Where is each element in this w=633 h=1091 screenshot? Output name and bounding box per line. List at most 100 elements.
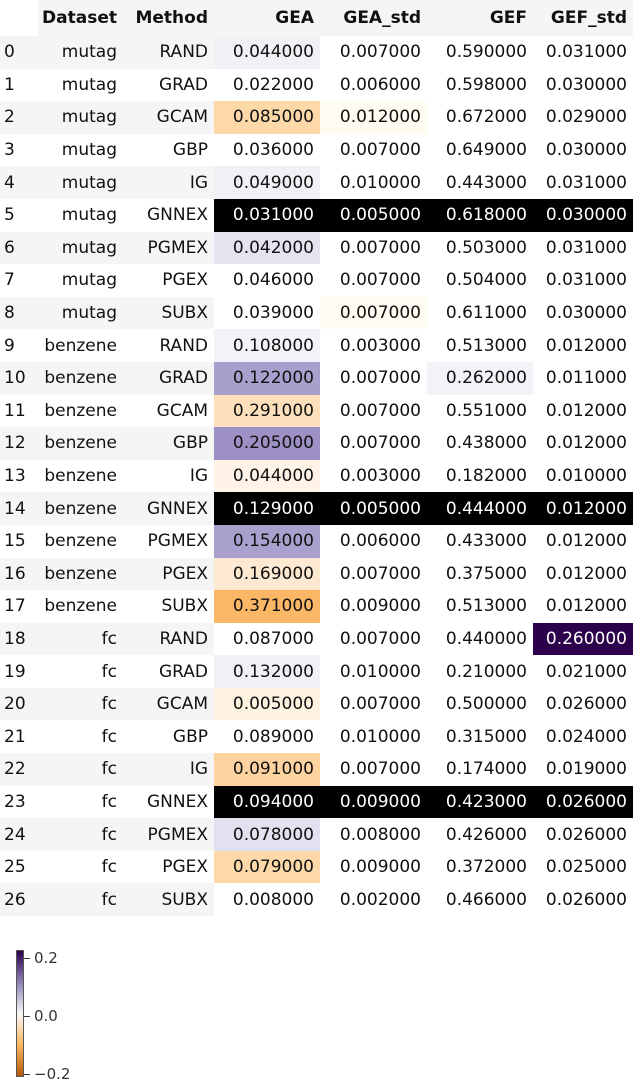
table-row: 1 mutag GRAD 0.022000 0.006000 0.598000 0.0300… <box>0 68 633 102</box>
cell-method: SUBX <box>123 296 214 330</box>
cell-gef-std: 0.260000 <box>533 622 633 656</box>
colorbar-tick-label: −0.2 <box>34 1065 71 1083</box>
cell-method: GBP <box>123 427 214 460</box>
header-index <box>0 0 38 36</box>
cell-dataset: mutag <box>38 101 123 134</box>
cell-dataset: fc <box>38 883 123 917</box>
table-row: 0 mutag RAND 0.044000 0.007000 0.590000 0.0310… <box>0 36 633 69</box>
cell-gef: 0.443000 <box>427 166 533 199</box>
cell-method: GRAD <box>123 655 214 688</box>
cell-gea: 0.046000 <box>214 264 320 297</box>
cell-method: GBP <box>123 133 214 167</box>
cell-gea-std: 0.003000 <box>320 329 427 362</box>
cell-method: SUBX <box>123 590 214 623</box>
cell-gef: 0.182000 <box>427 459 533 493</box>
cell-gea-std: 0.005000 <box>320 492 427 525</box>
cell-gea: 0.044000 <box>214 459 320 493</box>
table-row: 9 benzene RAND 0.108000 0.003000 0.513000 0.01… <box>0 329 633 362</box>
results-table: Dataset Method GEA GEA_std GEF GEF_std 0… <box>0 0 633 917</box>
colorbar-tick <box>24 958 30 959</box>
cell-gef-std: 0.030000 <box>533 68 633 102</box>
cell-gef: 0.210000 <box>427 655 533 688</box>
cell-gef: 0.513000 <box>427 590 533 623</box>
table-row: 8 mutag SUBX 0.039000 0.007000 0.611000 0.0300… <box>0 296 633 330</box>
cell-gea-std: 0.007000 <box>320 427 427 460</box>
cell-gef-std: 0.026000 <box>533 687 633 721</box>
cell-gea: 0.094000 <box>214 785 320 819</box>
cell-index: 6 <box>0 231 38 265</box>
cell-gef: 0.466000 <box>427 883 533 917</box>
cell-gef: 0.372000 <box>427 850 533 884</box>
cell-dataset: fc <box>38 655 123 688</box>
cell-gef-std: 0.030000 <box>533 198 633 232</box>
cell-gef: 0.513000 <box>427 329 533 362</box>
cell-dataset: benzene <box>38 361 123 395</box>
cell-gef-std: 0.011000 <box>533 361 633 395</box>
cell-gea-std: 0.007000 <box>320 687 427 721</box>
table-row: 13 benzene IG 0.044000 0.003000 0.182000 0.010… <box>0 459 633 493</box>
cell-dataset: fc <box>38 753 123 786</box>
cell-dataset: benzene <box>38 459 123 493</box>
cell-gef: 0.649000 <box>427 133 533 167</box>
cell-gef: 0.503000 <box>427 231 533 265</box>
cell-dataset: mutag <box>38 198 123 232</box>
table-row: 5 mutag GNNEX 0.031000 0.005000 0.618000 0.030… <box>0 198 633 232</box>
cell-index: 21 <box>0 720 38 754</box>
cell-index: 24 <box>0 818 38 851</box>
cell-gea: 0.122000 <box>214 361 320 395</box>
cell-method: PGEX <box>123 850 214 884</box>
cell-gef: 0.423000 <box>427 785 533 819</box>
cell-dataset: mutag <box>38 296 123 330</box>
header-gef: GEF <box>427 0 533 36</box>
cell-index: 4 <box>0 166 38 199</box>
table-row: 22 fc IG 0.091000 0.007000 0.174000 0.019000 <box>0 753 633 786</box>
cell-index: 19 <box>0 655 38 688</box>
cell-gef: 0.262000 <box>427 361 533 395</box>
cell-method: IG <box>123 166 214 199</box>
table-row: 4 mutag IG 0.049000 0.010000 0.443000 0.031000 <box>0 166 633 199</box>
cell-gef: 0.611000 <box>427 296 533 330</box>
cell-gef: 0.375000 <box>427 557 533 591</box>
cell-gea-std: 0.010000 <box>320 166 427 199</box>
cell-index: 1 <box>0 68 38 102</box>
cell-gef-std: 0.029000 <box>533 101 633 134</box>
cell-index: 23 <box>0 785 38 819</box>
cell-index: 15 <box>0 524 38 558</box>
cell-gef-std: 0.012000 <box>533 427 633 460</box>
cell-gea: 0.078000 <box>214 818 320 851</box>
colorbar-tick <box>24 1074 30 1075</box>
cell-gef-std: 0.012000 <box>533 557 633 591</box>
cell-dataset: benzene <box>38 394 123 428</box>
cell-gea: 0.031000 <box>214 198 320 232</box>
cell-gea-std: 0.002000 <box>320 883 427 917</box>
cell-gef-std: 0.012000 <box>533 492 633 525</box>
cell-dataset: benzene <box>38 557 123 591</box>
cell-gea-std: 0.007000 <box>320 753 427 786</box>
table-row: 14 benzene GNNEX 0.129000 0.005000 0.444000 0.… <box>0 492 633 525</box>
header-method: Method <box>123 0 214 36</box>
cell-gea: 0.044000 <box>214 36 320 69</box>
cell-gef: 0.174000 <box>427 753 533 786</box>
cell-dataset: fc <box>38 687 123 721</box>
cell-method: GNNEX <box>123 198 214 232</box>
cell-gef-std: 0.031000 <box>533 166 633 199</box>
cell-dataset: fc <box>38 850 123 884</box>
cell-gef: 0.444000 <box>427 492 533 525</box>
cell-gef-std: 0.012000 <box>533 590 633 623</box>
cell-index: 11 <box>0 394 38 428</box>
cell-gea: 0.085000 <box>214 101 320 134</box>
cell-gef-std: 0.012000 <box>533 329 633 362</box>
table-row: 17 benzene SUBX 0.371000 0.009000 0.513000 0.0… <box>0 590 633 623</box>
header-dataset: Dataset <box>38 0 123 36</box>
cell-method: SUBX <box>123 883 214 917</box>
cell-dataset: fc <box>38 818 123 851</box>
cell-gef: 0.315000 <box>427 720 533 754</box>
table-row: 12 benzene GBP 0.205000 0.007000 0.438000 0.01… <box>0 427 633 460</box>
table-row: 18 fc RAND 0.087000 0.007000 0.440000 0.260000 <box>0 622 633 656</box>
cell-gef-std: 0.012000 <box>533 394 633 428</box>
cell-gea-std: 0.010000 <box>320 720 427 754</box>
cell-index: 9 <box>0 329 38 362</box>
cell-dataset: mutag <box>38 166 123 199</box>
cell-gef: 0.618000 <box>427 198 533 232</box>
cell-index: 2 <box>0 101 38 134</box>
